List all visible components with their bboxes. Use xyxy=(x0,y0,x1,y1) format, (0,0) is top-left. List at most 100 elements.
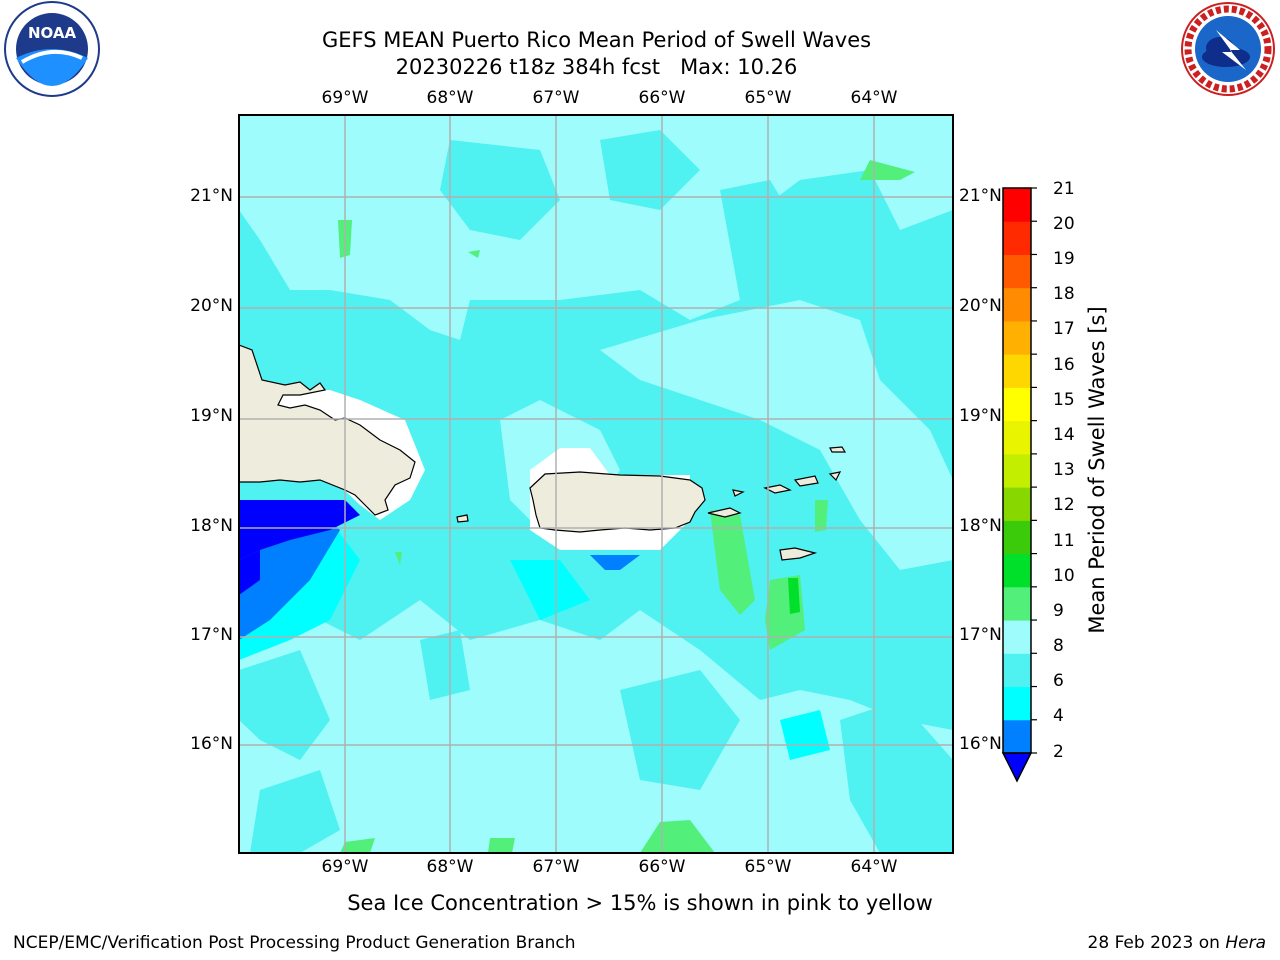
colorbar-bin-2 xyxy=(1003,653,1031,688)
chart-title: GEFS MEAN Puerto Rico Mean Period of Swe… xyxy=(321,28,872,52)
noaa-logo-text: NOAA xyxy=(28,24,77,42)
lon-label-top-65w: 65°W xyxy=(744,88,792,108)
colorbar-tick-13: 13 xyxy=(1053,460,1075,480)
colorbar-tick-11: 11 xyxy=(1053,531,1075,551)
swell-region-green-6 xyxy=(640,820,715,853)
swell-region-green-1 xyxy=(710,510,755,615)
lon-label-bottom-66w: 66°W xyxy=(638,857,686,877)
colorbar-tick-19: 19 xyxy=(1053,249,1075,269)
footer-date: 28 Feb 2023 on Hera xyxy=(1088,933,1266,953)
colorbar-bin-11 xyxy=(1003,354,1031,388)
colorbar-tick-2: 2 xyxy=(1053,742,1064,762)
virgin-island-2 xyxy=(793,475,819,487)
colorbar-tick-16: 16 xyxy=(1053,355,1075,375)
swell-region-mid-3 xyxy=(720,180,800,300)
swell-region-blue-south-pr xyxy=(590,555,640,570)
caption: Sea Ice Concentration > 15% is shown in … xyxy=(0,891,1280,915)
swell-region-light-north xyxy=(239,115,953,340)
colorbar-tick-14: 14 xyxy=(1053,425,1075,445)
colorbar-bin-14 xyxy=(1003,254,1031,289)
swell-region-cyan-1 xyxy=(510,560,590,620)
colorbar-bin-4 xyxy=(1003,586,1031,621)
lat-label-left-16n: 16°N xyxy=(190,734,233,754)
virgin-island-4 xyxy=(828,471,842,482)
lon-label-top-69w: 69°W xyxy=(321,88,369,108)
swell-region-mid-8 xyxy=(250,770,340,853)
colorbar-bin-9 xyxy=(1003,420,1031,455)
swell-region-light-south xyxy=(239,600,953,853)
colorbar-tick-21: 21 xyxy=(1053,179,1075,199)
swell-region-green-10 xyxy=(468,250,480,258)
chart-subtitle: 20230226 t18z 384h fcst Max: 10.26 xyxy=(395,55,798,79)
culebra-island xyxy=(732,489,745,497)
colorbar-bin-8 xyxy=(1003,453,1031,488)
mona-island xyxy=(456,514,469,523)
hispaniola-land xyxy=(239,344,416,516)
swell-region-light-east xyxy=(600,300,953,570)
colorbar-bin-10 xyxy=(1003,387,1031,422)
swell-region-green-7 xyxy=(340,838,375,853)
lat-label-right-20n: 20°N xyxy=(959,296,1002,316)
lon-label-top-64w: 64°W xyxy=(850,88,898,108)
colorbar-tick-9: 9 xyxy=(1053,601,1064,621)
colorbar-tick-12: 12 xyxy=(1053,495,1075,515)
lon-label-top-68w: 68°W xyxy=(426,88,474,108)
lat-label-left-19n: 19°N xyxy=(190,406,233,426)
swell-region-mid-6 xyxy=(620,670,740,790)
lon-label-bottom-65w: 65°W xyxy=(744,857,792,877)
lon-label-bottom-69w: 69°W xyxy=(321,857,369,877)
swell-region-mid-1 xyxy=(440,140,560,240)
map-frame xyxy=(238,114,954,854)
colorbar-bin-12 xyxy=(1003,320,1031,355)
noaa-logo: NOAA xyxy=(4,1,100,97)
swell-region-mid-2 xyxy=(600,130,700,210)
lat-label-right-18n: 18°N xyxy=(959,516,1002,536)
lat-label-left-21n: 21°N xyxy=(190,186,233,206)
colorbar-tick-4: 4 xyxy=(1053,706,1064,726)
caption-text: Sea Ice Concentration > 15% is shown in … xyxy=(347,891,933,915)
swell-region-cyan-3 xyxy=(780,710,830,760)
colorbar-tick-17: 17 xyxy=(1053,319,1075,339)
lat-label-left-18n: 18°N xyxy=(190,516,233,536)
swell-region-mid-7 xyxy=(840,700,953,853)
swell-region-blue-dark xyxy=(239,500,360,560)
colorbar-bin-16 xyxy=(1003,188,1031,222)
colorbar-bin-6 xyxy=(1003,520,1031,555)
map-field xyxy=(239,115,953,853)
colorbar-tick-8: 8 xyxy=(1053,636,1064,656)
lat-label-left-17n: 17°N xyxy=(190,625,233,645)
colorbar-label: Mean Period of Swell Waves [s] xyxy=(1085,306,1109,634)
swell-region-green-8 xyxy=(488,838,515,853)
footer-credit: NCEP/EMC/Verification Post Processing Pr… xyxy=(13,933,576,953)
colorbar-frame xyxy=(1002,187,1032,754)
swell-region-green-core xyxy=(788,578,800,614)
colorbar-tick-20: 20 xyxy=(1053,214,1075,234)
colorbar-tick-6: 6 xyxy=(1053,671,1064,691)
colorbar-tick-18: 18 xyxy=(1053,284,1075,304)
virgin-island-3 xyxy=(829,446,847,453)
lon-label-bottom-68w: 68°W xyxy=(426,857,474,877)
footer-date-text: 28 Feb 2023 on xyxy=(1087,933,1226,953)
vieques-island xyxy=(707,507,742,518)
swell-region-blue xyxy=(239,520,340,640)
swell-region-mid-5 xyxy=(239,650,330,760)
lon-label-bottom-67w: 67°W xyxy=(532,857,580,877)
lon-label-top-66w: 66°W xyxy=(638,88,686,108)
nws-logo xyxy=(1181,2,1275,96)
colorbar-bin-1 xyxy=(1003,686,1031,721)
swell-region-green-9 xyxy=(395,552,402,565)
footer-host: Hera xyxy=(1225,933,1266,953)
colorbar xyxy=(1001,187,1037,783)
colorbar-bin-13 xyxy=(1003,287,1031,322)
colorbar-bin-0 xyxy=(1003,719,1031,754)
st-croix-island xyxy=(779,547,818,561)
colorbar-tick-10: 10 xyxy=(1053,566,1075,586)
colorbar-bin-15 xyxy=(1003,221,1031,255)
lat-label-left-20n: 20°N xyxy=(190,296,233,316)
swell-region-mid-9 xyxy=(420,630,470,700)
swell-region-green-3 xyxy=(815,500,828,532)
colorbar-bin-3 xyxy=(1003,620,1031,654)
colorbar-tick-15: 15 xyxy=(1053,390,1075,410)
swell-region-blue-dark-2 xyxy=(239,550,260,595)
